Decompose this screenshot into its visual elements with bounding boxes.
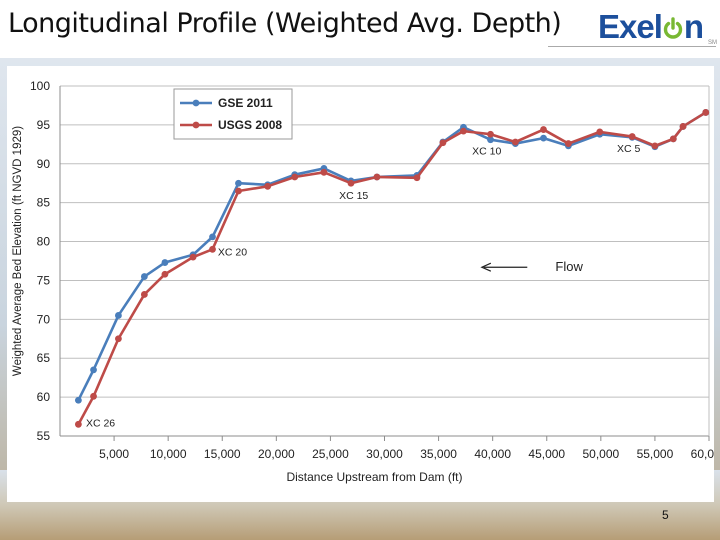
y-axis-label: Weighted Average Bed Elevation (ft NGVD … xyxy=(12,126,24,376)
y-tick-label: 65 xyxy=(37,351,51,365)
cross-section-label: XC 26 xyxy=(86,418,115,430)
data-point xyxy=(291,173,299,181)
series-line-0 xyxy=(77,111,707,401)
data-point xyxy=(235,187,242,195)
data-point xyxy=(74,420,82,428)
data-point xyxy=(669,135,677,143)
x-tick-label: 40,000 xyxy=(474,447,511,461)
data-point xyxy=(347,179,355,187)
data-point xyxy=(74,396,82,404)
x-tick-label: 50,000 xyxy=(582,447,619,461)
y-tick-label: 100 xyxy=(30,79,50,93)
x-tick-label: 25,000 xyxy=(312,447,349,461)
grid xyxy=(60,85,709,398)
page-number: 5 xyxy=(662,508,669,522)
cross-section-label: XC 10 xyxy=(472,145,501,157)
y-tick-label: 55 xyxy=(37,429,51,443)
data-point xyxy=(209,245,216,253)
y-tick-label: 90 xyxy=(37,157,51,171)
legend-box xyxy=(173,88,293,140)
x-axis-label: Distance Upstream from Dam (ft) xyxy=(286,470,462,484)
data-point xyxy=(235,179,242,187)
series-line-1 xyxy=(77,111,707,425)
x-tick-label: 20,000 xyxy=(258,447,295,461)
data-point xyxy=(161,259,169,266)
data-point xyxy=(320,168,328,176)
data-point xyxy=(679,123,687,130)
axes xyxy=(59,86,710,437)
data-point xyxy=(264,182,272,190)
data-point xyxy=(596,128,604,136)
ticks: 55 60 65 70 75 80 85 90 95 100 5,000 10,000 15,000 20… xyxy=(30,79,720,461)
legend-label: GSE 2011 xyxy=(218,96,273,110)
data-point xyxy=(564,140,572,147)
chart: 55 60 65 70 75 80 85 90 95 100 5,000 10,000 15,000 20… xyxy=(12,79,720,484)
cross-section-label: XC 15 xyxy=(339,190,368,202)
data-point xyxy=(511,138,519,146)
header-rule xyxy=(548,46,716,47)
logo-wordmark: Exel n xyxy=(598,8,704,45)
data-point xyxy=(189,253,197,261)
data-point xyxy=(628,133,636,140)
data-point xyxy=(140,273,148,280)
x-tick-label: 55,000 xyxy=(637,447,674,461)
x-tick-label: 5,000 xyxy=(99,447,129,461)
legend-label: USGS 2008 xyxy=(218,118,282,132)
data-point xyxy=(540,126,547,133)
cross-section-label: XC 20 xyxy=(218,247,247,259)
data-point xyxy=(460,127,467,135)
logo-trademark: SM xyxy=(708,40,717,46)
legend-swatch-marker xyxy=(192,99,200,107)
flow-arrow-head xyxy=(480,262,492,272)
data-point xyxy=(487,136,494,144)
legend: GSE 2011 USGS 2008 xyxy=(173,88,293,140)
data-point xyxy=(702,109,710,116)
data-point xyxy=(140,291,148,298)
data-point xyxy=(439,139,447,147)
x-tick-label: 15,000 xyxy=(204,447,241,461)
logo-power-icon xyxy=(663,9,683,39)
y-tick-label: 80 xyxy=(37,235,51,249)
data-point xyxy=(540,134,547,142)
x-tick-label: 60,000 xyxy=(691,447,714,461)
data-point xyxy=(90,366,97,374)
legend-swatch-marker xyxy=(192,121,200,129)
data-point xyxy=(115,335,122,343)
x-tick-label: 10,000 xyxy=(150,447,187,461)
exelon-logo: Exel n SM xyxy=(594,8,717,48)
flow-label: Flow xyxy=(555,259,583,274)
y-tick-label: 95 xyxy=(37,118,51,132)
chart-panel: 55 60 65 70 75 80 85 90 95 100 5,000 10,000 15,000 20… xyxy=(7,66,720,502)
y-tick-label: 70 xyxy=(37,312,51,326)
cross-section-label: XC 5 xyxy=(617,143,641,155)
data-point xyxy=(373,173,381,181)
data-point xyxy=(209,233,216,241)
annotations: XC 26 XC 20 XC 15 XC 10 XC 5 Flow xyxy=(86,143,641,430)
x-tick-label: 35,000 xyxy=(420,447,457,461)
y-tick-label: 75 xyxy=(37,273,51,287)
data-point xyxy=(161,270,169,278)
y-tick-label: 60 xyxy=(37,390,51,404)
series xyxy=(74,109,710,428)
data-point xyxy=(90,392,97,400)
data-point xyxy=(487,130,494,138)
data-point xyxy=(413,174,421,182)
x-tick-label: 45,000 xyxy=(528,447,565,461)
data-point xyxy=(651,142,659,150)
y-tick-label: 85 xyxy=(37,196,51,210)
x-tick-label: 30,000 xyxy=(366,447,403,461)
data-point xyxy=(115,312,122,319)
page-title: Longitudinal Profile (Weighted Avg. Dept… xyxy=(8,8,562,39)
